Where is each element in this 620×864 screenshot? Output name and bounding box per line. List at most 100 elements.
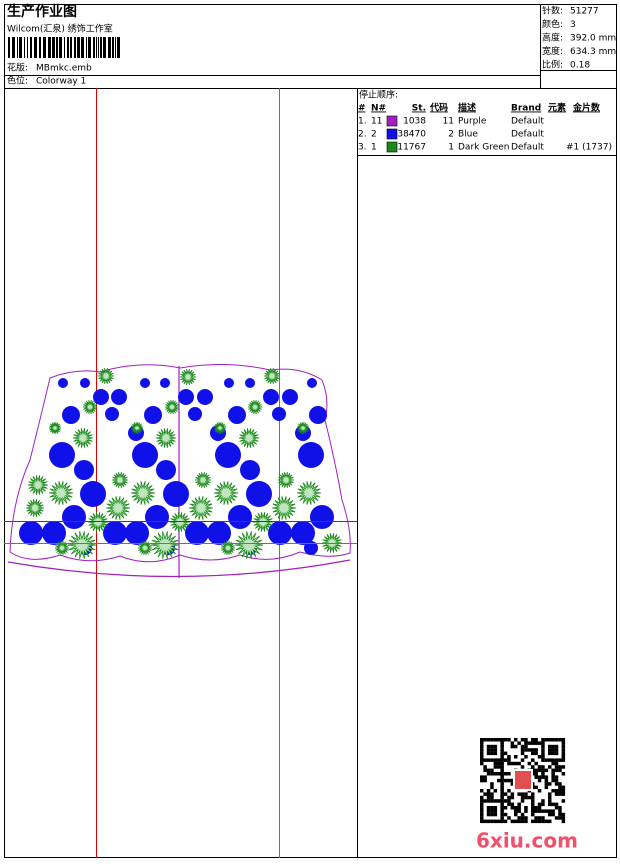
bar-stripe bbox=[17, 37, 18, 58]
blue-dot bbox=[207, 521, 231, 545]
qr-module bbox=[517, 819, 521, 824]
qr-module bbox=[544, 768, 549, 773]
blue-dot bbox=[111, 389, 127, 405]
qr-module bbox=[497, 799, 501, 803]
description: Blue bbox=[458, 130, 478, 140]
qr-module bbox=[534, 775, 538, 779]
qr-module bbox=[503, 806, 508, 810]
stitches: 38470 bbox=[397, 130, 426, 140]
qr-module bbox=[537, 768, 542, 773]
qr-module bbox=[517, 816, 521, 820]
qr-module bbox=[548, 819, 552, 824]
qr-module bbox=[490, 812, 494, 817]
qr-module bbox=[544, 758, 549, 762]
qr-module bbox=[517, 741, 521, 745]
qr-module bbox=[544, 738, 549, 742]
qr-module bbox=[503, 799, 508, 803]
green-motif bbox=[164, 399, 180, 415]
watermark: 6xiu.com bbox=[476, 829, 578, 853]
qr-module bbox=[520, 748, 525, 752]
qr-module bbox=[517, 806, 521, 810]
qr-module bbox=[534, 761, 538, 766]
qr-module bbox=[497, 758, 501, 762]
qr-module bbox=[561, 748, 566, 752]
qr-module bbox=[561, 738, 566, 742]
qr-module bbox=[561, 751, 566, 756]
column-header: # bbox=[358, 104, 366, 114]
column-header: 元素 bbox=[548, 102, 566, 114]
qr-module bbox=[558, 782, 562, 786]
bar-stripe bbox=[112, 37, 114, 58]
green-motif bbox=[137, 540, 153, 556]
qr-module bbox=[558, 812, 562, 817]
qr-module bbox=[520, 799, 525, 803]
qr-module bbox=[558, 785, 562, 790]
qr-logo bbox=[515, 771, 531, 789]
qr-module bbox=[507, 772, 511, 776]
row-index: 2. bbox=[358, 130, 367, 140]
qr-module bbox=[520, 795, 525, 800]
qr-module bbox=[531, 812, 535, 817]
qr-module bbox=[548, 809, 552, 813]
qr-module bbox=[548, 782, 552, 786]
colorway: Colorway 1 bbox=[36, 77, 86, 87]
qr-module bbox=[493, 744, 498, 749]
qr-module bbox=[537, 765, 542, 769]
qr-module bbox=[520, 744, 525, 749]
qr-module bbox=[486, 809, 491, 813]
blue-dot bbox=[310, 505, 334, 529]
stitches: 11767 bbox=[397, 143, 426, 153]
green-motif bbox=[130, 421, 144, 435]
info-label: 比例: bbox=[542, 59, 563, 71]
qr-module bbox=[480, 819, 484, 824]
bar-stripe bbox=[117, 37, 120, 58]
qr-module bbox=[480, 775, 484, 779]
qr-module bbox=[554, 758, 559, 762]
qr-module bbox=[507, 789, 511, 793]
qr-module bbox=[520, 738, 525, 742]
blue-dot bbox=[263, 389, 279, 405]
column-header: St. bbox=[412, 104, 426, 114]
qr-module bbox=[541, 768, 545, 773]
blue-dot bbox=[140, 378, 150, 388]
qr-module bbox=[531, 765, 535, 769]
bar-stripe bbox=[56, 37, 58, 58]
qr-module bbox=[524, 738, 528, 742]
qr-module bbox=[537, 816, 542, 820]
qr-module bbox=[503, 792, 508, 796]
qr-module bbox=[490, 772, 494, 776]
bar-stripe bbox=[24, 37, 25, 58]
color-swatch bbox=[386, 141, 398, 153]
info-label: 颜色: bbox=[542, 18, 563, 30]
qr-module bbox=[544, 775, 549, 779]
qr-module bbox=[534, 806, 538, 810]
qr-module bbox=[500, 768, 504, 773]
green-motif bbox=[220, 540, 236, 556]
qr-module bbox=[483, 819, 487, 824]
qr-module bbox=[534, 751, 538, 756]
qr-module bbox=[510, 761, 515, 766]
blue-dot bbox=[246, 481, 272, 507]
bar-stripe bbox=[98, 37, 99, 58]
bar-stripe bbox=[93, 37, 95, 58]
qr-module bbox=[510, 795, 515, 800]
qr-module bbox=[548, 738, 552, 742]
qr-module bbox=[480, 748, 484, 752]
qr-module bbox=[541, 802, 545, 807]
qr-module bbox=[514, 761, 518, 766]
qr-module bbox=[541, 755, 545, 759]
green-motif bbox=[150, 531, 180, 559]
qr-module bbox=[541, 741, 545, 745]
qr-module bbox=[541, 751, 545, 756]
qr-module bbox=[490, 751, 494, 756]
qr-module bbox=[534, 772, 538, 776]
qr-module bbox=[534, 738, 538, 742]
qr-module bbox=[500, 778, 504, 783]
bar-stripe bbox=[103, 37, 106, 58]
green-motif bbox=[188, 496, 214, 520]
blue-dot bbox=[80, 378, 90, 388]
qr-module bbox=[548, 751, 552, 756]
blue-dot bbox=[145, 505, 169, 529]
blue-dot bbox=[272, 407, 286, 421]
